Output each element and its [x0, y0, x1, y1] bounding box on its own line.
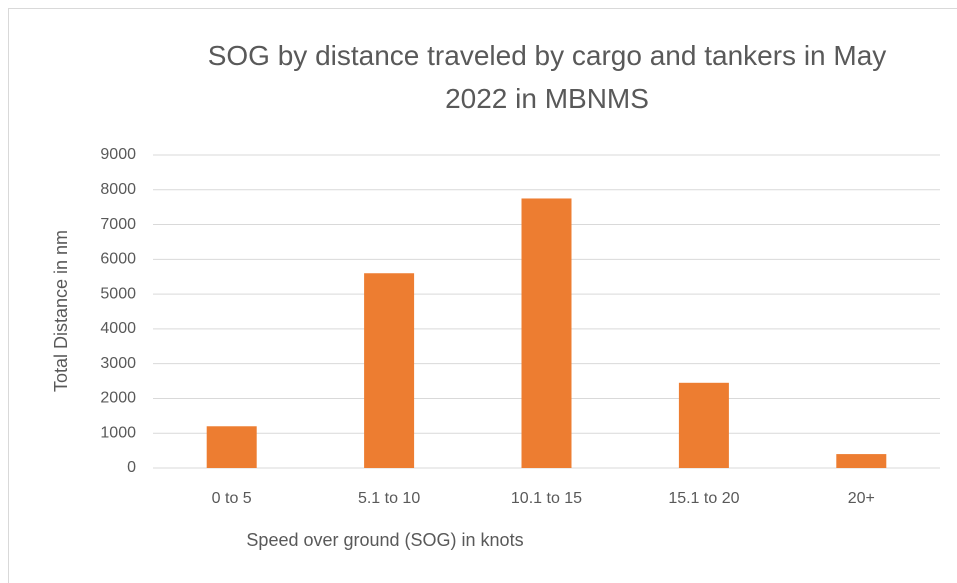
bar [521, 198, 572, 468]
y-tick-label: 7000 [100, 216, 136, 233]
x-tick-label: 20+ [848, 490, 875, 507]
x-tick-label: 0 to 5 [212, 490, 252, 507]
chart-title: SOG by distance traveled by cargo and ta… [207, 40, 887, 114]
bar [836, 454, 887, 468]
y-tick-label: 5000 [100, 285, 136, 302]
y-tick-label: 4000 [100, 320, 136, 337]
y-tick-label: 2000 [100, 390, 136, 407]
bar [364, 273, 415, 468]
x-tick-label: 5.1 to 10 [358, 490, 420, 507]
y-tick-label: 0 [127, 459, 136, 476]
bar [206, 426, 257, 468]
x-tick-label: 15.1 to 20 [668, 490, 739, 507]
chart-border [8, 8, 957, 583]
y-axis-label: Total Distance in nm [51, 230, 71, 392]
bar [678, 382, 729, 468]
x-tick-label: 10.1 to 15 [511, 490, 582, 507]
y-tick-label: 6000 [100, 251, 136, 268]
y-tick-label: 8000 [100, 181, 136, 198]
x-axis-label: Speed over ground (SOG) in knots [246, 530, 523, 550]
y-tick-label: 3000 [100, 355, 136, 372]
y-tick-label: 1000 [100, 424, 136, 441]
y-tick-label: 9000 [100, 146, 136, 163]
